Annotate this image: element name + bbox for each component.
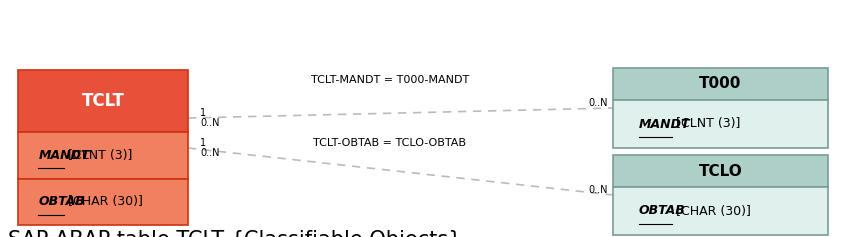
Text: TCLT-OBTAB = TCLO-OBTAB: TCLT-OBTAB = TCLO-OBTAB xyxy=(314,138,467,148)
Text: 0..N: 0..N xyxy=(200,148,220,158)
Text: OBTAB: OBTAB xyxy=(639,205,685,218)
Bar xyxy=(18,178,188,225)
Text: 0..N: 0..N xyxy=(589,98,608,108)
Text: SAP ABAP table TCLT {Classifiable Objects}: SAP ABAP table TCLT {Classifiable Object… xyxy=(8,230,462,237)
Text: OBTAB: OBTAB xyxy=(39,195,85,208)
Bar xyxy=(613,155,828,187)
Bar xyxy=(18,132,188,178)
Text: 1: 1 xyxy=(200,138,206,148)
Bar xyxy=(18,70,188,132)
Bar xyxy=(613,68,828,100)
Bar xyxy=(613,100,828,148)
Text: [CHAR (30)]: [CHAR (30)] xyxy=(672,205,751,218)
Text: MANDT: MANDT xyxy=(39,149,90,162)
Text: 0..N: 0..N xyxy=(589,185,608,195)
Text: T000: T000 xyxy=(700,77,742,91)
Text: TCLO: TCLO xyxy=(699,164,743,178)
Text: 1: 1 xyxy=(200,108,206,118)
Text: [CHAR (30)]: [CHAR (30)] xyxy=(65,195,143,208)
Text: [CLNT (3)]: [CLNT (3)] xyxy=(65,149,133,162)
Text: TCLT-MANDT = T000-MANDT: TCLT-MANDT = T000-MANDT xyxy=(311,75,469,85)
Text: TCLT: TCLT xyxy=(82,92,124,110)
Text: MANDT: MANDT xyxy=(639,118,690,131)
Bar xyxy=(613,187,828,235)
Text: [CLNT (3)]: [CLNT (3)] xyxy=(672,118,740,131)
Text: 0..N: 0..N xyxy=(200,118,220,128)
